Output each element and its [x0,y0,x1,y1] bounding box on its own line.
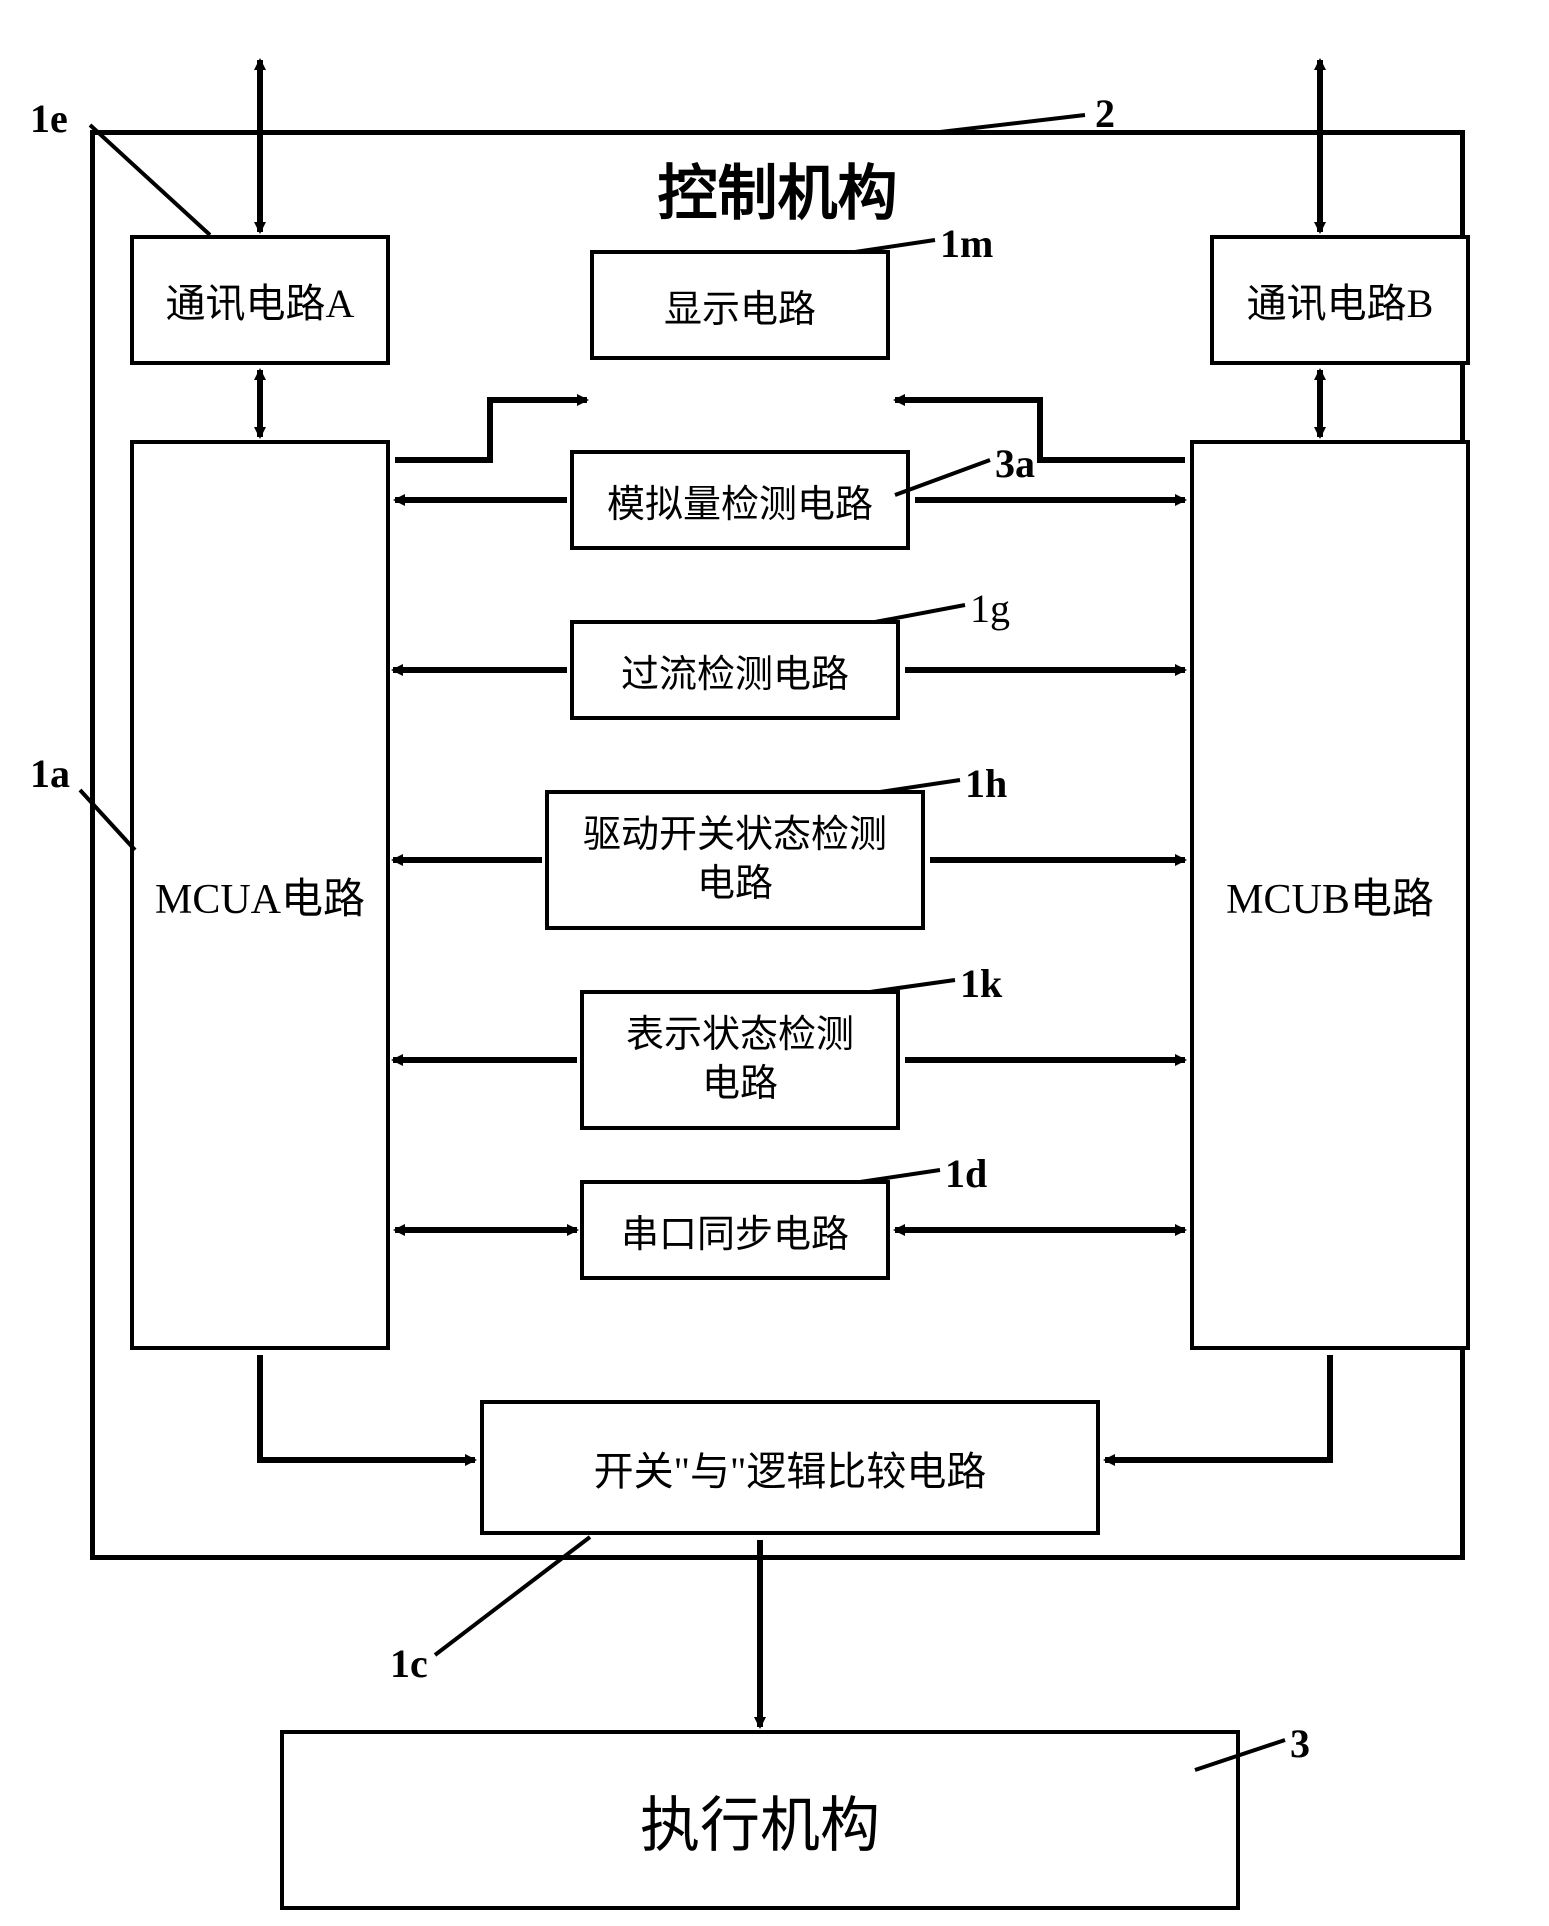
mcub-circuit: MCUB电路 [1190,440,1470,1350]
ref-3: 3 [1290,1720,1310,1767]
ref-1c: 1c [390,1640,428,1687]
display-label: 显示电路 [664,278,816,333]
page-title: 控制机构 [658,145,898,232]
ref-1g: 1g [970,585,1010,632]
ref-1d: 1d [945,1150,987,1197]
and-logic-circuit: 开关"与"逻辑比较电路 [480,1400,1100,1535]
comm-circuit-a: 通讯电路A [130,235,390,365]
execution-mechanism: 执行机构 [280,1730,1240,1910]
comm-a-label: 通讯电路A [166,271,355,329]
mcub-label: MCUB电路 [1226,865,1434,926]
ref-1m: 1m [940,220,993,267]
exec-label: 执行机构 [640,1777,880,1864]
mcua-label: MCUA电路 [155,865,365,926]
and-logic-label: 开关"与"逻辑比较电路 [594,1439,987,1497]
state-detect-circuit: 表示状态检测电路 [580,990,900,1130]
comm-b-label: 通讯电路B [1247,271,1434,329]
ref-1h: 1h [965,760,1007,807]
drive-switch-state-circuit: 驱动开关状态检测电路 [545,790,925,930]
drive-label: 驱动开关状态检测电路 [583,811,887,910]
analog-detect-circuit: 模拟量检测电路 [570,450,910,550]
ref-1k: 1k [960,960,1002,1007]
overcurrent-label: 过流检测电路 [621,643,849,698]
ref-1e: 1e [30,95,68,142]
ref-2: 2 [1095,90,1115,137]
serial-label: 串口同步电路 [621,1203,849,1258]
overcurrent-detect-circuit: 过流检测电路 [570,620,900,720]
mcua-circuit: MCUA电路 [130,440,390,1350]
comm-circuit-b: 通讯电路B [1210,235,1470,365]
state-label: 表示状态检测电路 [626,1011,854,1110]
analog-label: 模拟量检测电路 [607,473,873,528]
serial-sync-circuit: 串口同步电路 [580,1180,890,1280]
ref-1a: 1a [30,750,70,797]
ref-3a: 3a [995,440,1035,487]
display-circuit: 显示电路 [590,250,890,360]
